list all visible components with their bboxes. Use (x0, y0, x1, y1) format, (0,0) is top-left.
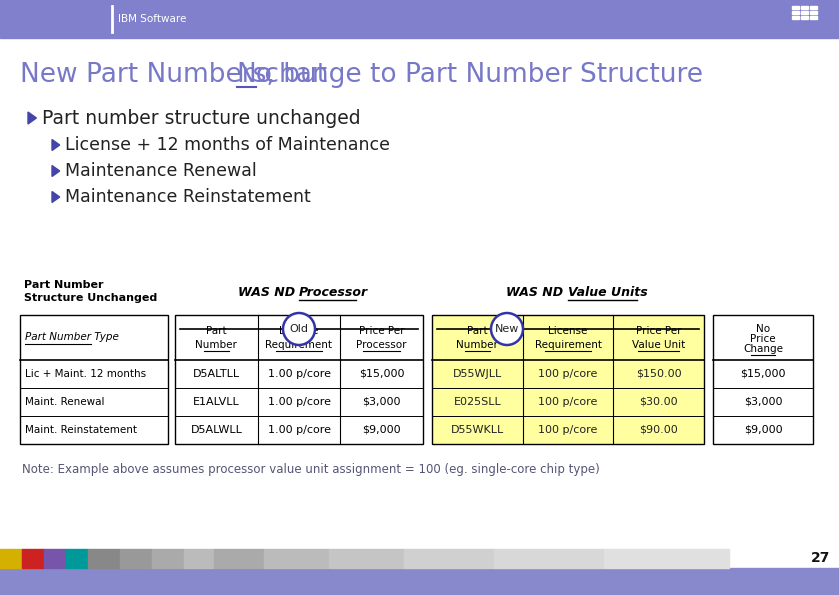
Text: 27: 27 (810, 552, 830, 565)
Text: New: New (495, 324, 519, 334)
Text: WAS ND: WAS ND (507, 287, 568, 299)
Text: Note: Example above assumes processor value unit assignment = 100 (eg. single-co: Note: Example above assumes processor va… (22, 462, 600, 475)
Text: E1ALVLL: E1ALVLL (193, 397, 240, 407)
Text: Price Per: Price Per (636, 327, 681, 337)
Bar (792, 16, 799, 19)
Text: Structure Unchanged: Structure Unchanged (24, 293, 157, 303)
Text: Part Number Type: Part Number Type (25, 333, 119, 343)
Circle shape (491, 313, 523, 345)
Text: IBM Software: IBM Software (118, 14, 186, 24)
Text: E025SLL: E025SLL (453, 397, 501, 407)
Text: Old: Old (289, 324, 309, 334)
Text: Part Number: Part Number (24, 280, 103, 290)
Bar (432, 315, 704, 444)
Text: 100 p/core: 100 p/core (539, 369, 597, 379)
Text: No: No (237, 62, 273, 88)
Bar (792, 6, 799, 9)
Text: License + 12 months of Maintenance: License + 12 months of Maintenance (65, 136, 390, 154)
Bar (66, 549, 88, 568)
Text: Part: Part (206, 327, 227, 337)
Text: 100 p/core: 100 p/core (539, 397, 597, 407)
Text: $15,000: $15,000 (359, 369, 404, 379)
Text: D55WKLL: D55WKLL (451, 425, 504, 435)
Text: Price Per: Price Per (359, 327, 404, 337)
Text: change to Part Number Structure: change to Part Number Structure (257, 62, 703, 88)
Text: Part number structure unchanged: Part number structure unchanged (42, 108, 361, 127)
Polygon shape (52, 192, 60, 202)
Polygon shape (52, 139, 60, 151)
Text: $90.00: $90.00 (639, 425, 678, 435)
Text: $150.00: $150.00 (636, 369, 681, 379)
Text: Part: Part (467, 327, 487, 337)
Text: Value Unit: Value Unit (632, 340, 685, 349)
Bar (432, 315, 523, 360)
Text: Processor: Processor (299, 287, 368, 299)
Text: $30.00: $30.00 (639, 397, 678, 407)
Text: Price: Price (750, 334, 776, 343)
Text: Number: Number (456, 340, 498, 349)
Text: 1.00 p/core: 1.00 p/core (268, 425, 331, 435)
Bar (613, 315, 704, 360)
Text: Lic + Maint. 12 months: Lic + Maint. 12 months (25, 369, 146, 379)
Text: Requirement: Requirement (534, 340, 602, 349)
Text: Processor: Processor (357, 340, 407, 349)
Text: Maint. Renewal: Maint. Renewal (25, 397, 105, 407)
Bar (0, 568, 839, 595)
Bar (184, 549, 214, 568)
Text: $3,000: $3,000 (362, 397, 401, 407)
Bar (214, 549, 264, 568)
Text: $9,000: $9,000 (743, 425, 782, 435)
Text: Requirement: Requirement (265, 340, 332, 349)
Text: New Part Numbers, but: New Part Numbers, but (20, 62, 336, 88)
Text: D5ALTLL: D5ALTLL (193, 369, 240, 379)
Bar (329, 549, 404, 568)
Bar (120, 549, 152, 568)
Bar (523, 315, 613, 360)
Circle shape (283, 313, 315, 345)
Bar (810, 11, 817, 14)
Bar (792, 11, 799, 14)
Bar (801, 6, 808, 9)
Text: Number: Number (195, 340, 237, 349)
Text: License: License (549, 327, 587, 337)
Bar (264, 549, 329, 568)
Text: D5ALWLL: D5ALWLL (190, 425, 242, 435)
Bar (88, 549, 120, 568)
Text: No: No (756, 324, 770, 334)
Text: 1.00 p/core: 1.00 p/core (268, 369, 331, 379)
Text: D55WJLL: D55WJLL (453, 369, 502, 379)
Polygon shape (28, 112, 36, 124)
Bar (152, 549, 184, 568)
Text: $9,000: $9,000 (362, 425, 401, 435)
Text: License: License (279, 327, 319, 337)
Polygon shape (52, 165, 60, 177)
Bar (0, 549, 22, 568)
Text: Value Units: Value Units (568, 287, 648, 299)
Bar (810, 16, 817, 19)
Text: $3,000: $3,000 (743, 397, 782, 407)
Text: 100 p/core: 100 p/core (539, 425, 597, 435)
Text: WAS ND: WAS ND (237, 287, 299, 299)
Text: 1.00 p/core: 1.00 p/core (268, 397, 331, 407)
Bar (801, 11, 808, 14)
Bar (604, 549, 729, 568)
Text: Maintenance Renewal: Maintenance Renewal (65, 162, 257, 180)
Bar (801, 16, 808, 19)
Bar (175, 315, 423, 444)
Text: Change: Change (743, 343, 783, 353)
Bar (713, 315, 813, 444)
Bar (20, 315, 168, 444)
Text: $15,000: $15,000 (740, 369, 786, 379)
Bar (22, 549, 44, 568)
Bar (44, 549, 66, 568)
Bar (810, 6, 817, 9)
Text: Maint. Reinstatement: Maint. Reinstatement (25, 425, 137, 435)
Bar (404, 549, 494, 568)
Bar (432, 360, 704, 444)
Bar (0, 0, 839, 38)
Text: Maintenance Reinstatement: Maintenance Reinstatement (65, 188, 310, 206)
Bar (494, 549, 604, 568)
